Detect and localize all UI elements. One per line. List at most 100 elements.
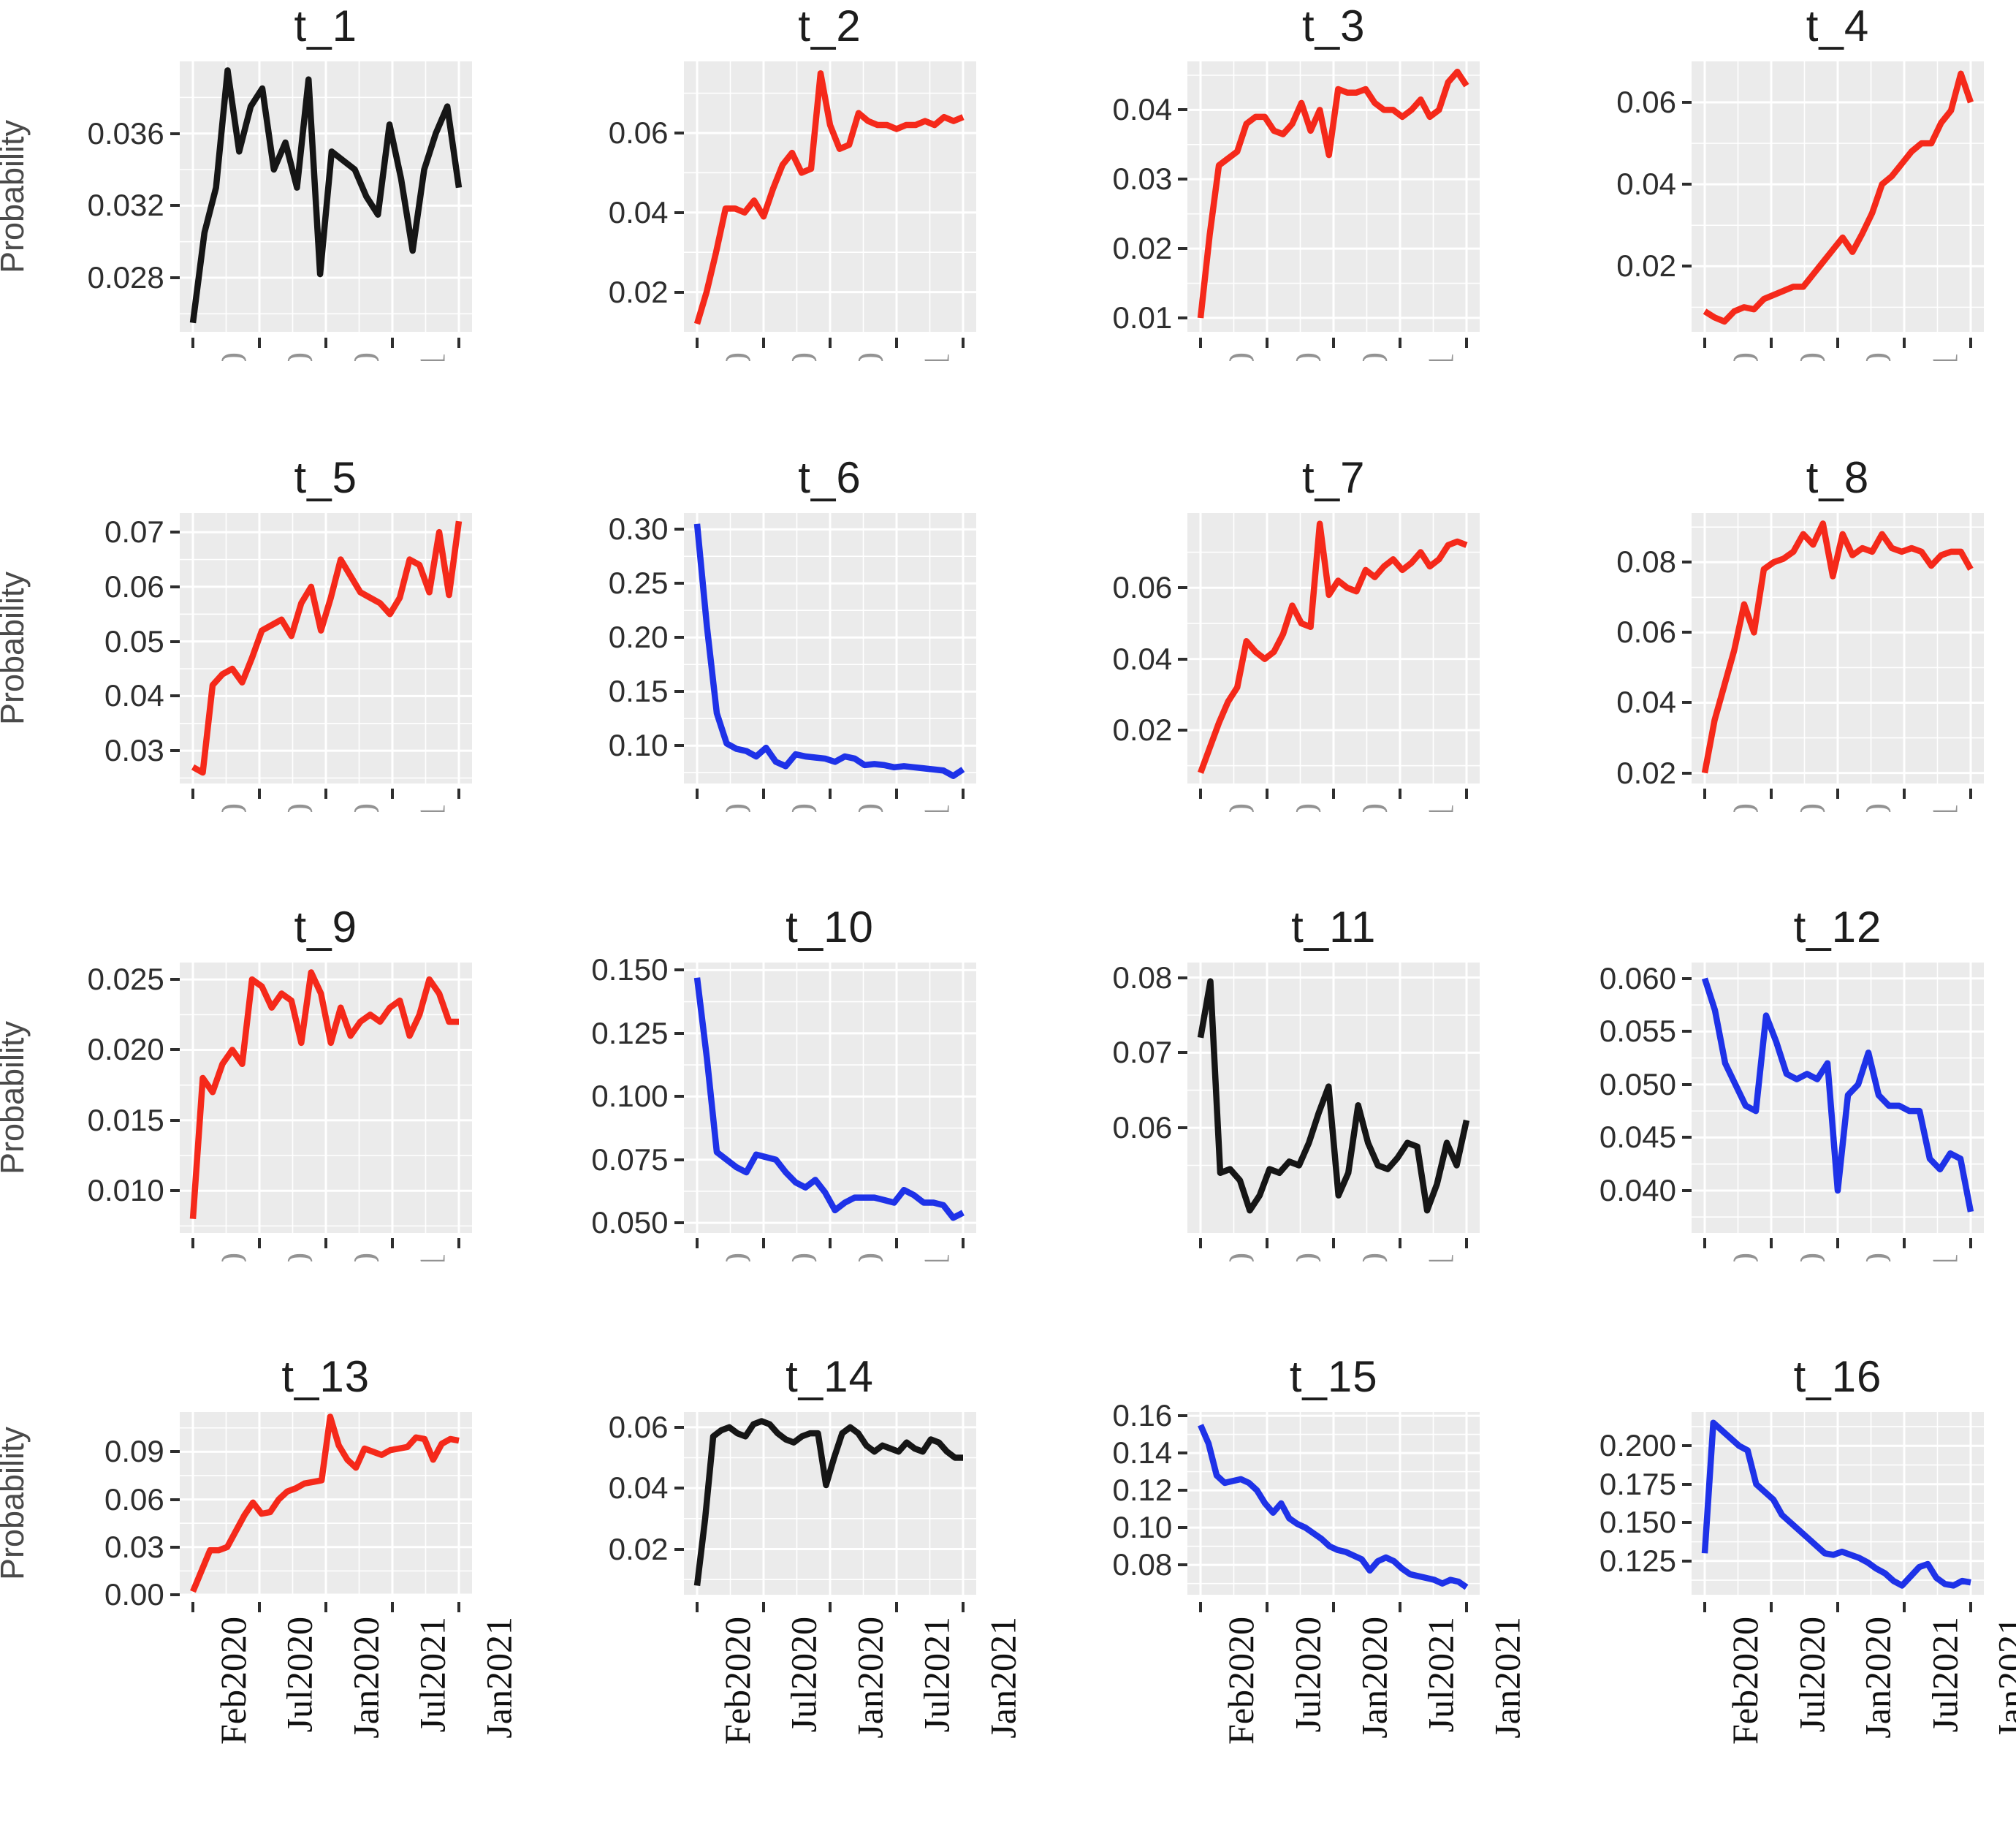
y-tick-mark xyxy=(674,1221,684,1225)
y-axis: 0.02 0.04 0.06 xyxy=(1008,513,1188,783)
x-tick-mark xyxy=(1836,788,1839,799)
chart-title: t_5 xyxy=(294,453,357,502)
y-tick-label: 0.010 xyxy=(87,1173,164,1208)
x-tick-mark xyxy=(1266,788,1269,799)
y-tick: 0.06 xyxy=(1113,570,1188,605)
y-axis: 0.040 0.045 0.050 0.055 0.060 xyxy=(1512,961,1692,1233)
y-tick: 0.04 xyxy=(104,678,180,713)
chart-panel-t_7: t_7 0.02 0.04 0.06 Feb2020 Jul2020 Jan2020 Ju… xyxy=(1008,365,1513,815)
y-tick: 0.075 xyxy=(591,1142,684,1177)
x-tick-mark xyxy=(1969,1237,1972,1248)
x-tick-label: Jul2021 xyxy=(916,1253,958,1261)
x-tick-label: Jan2020 xyxy=(1857,803,1899,812)
x-tick-mark xyxy=(1703,338,1706,348)
plot-area xyxy=(1692,1412,1984,1595)
y-tick-mark xyxy=(170,531,180,534)
x-tick-mark xyxy=(191,788,194,799)
x-tick-mark xyxy=(961,788,965,799)
y-tick: 0.08 xyxy=(1113,1547,1188,1582)
y-tick: 0.045 xyxy=(1600,1120,1692,1155)
y-tick: 0.020 xyxy=(88,1032,180,1067)
y-tick-label: 0.04 xyxy=(104,678,164,713)
x-tick-label: Jan2020 xyxy=(849,803,891,812)
chart-panel-t_16: t_16 0.125 0.150 0.175 0.200 Feb2020 Jul2020… xyxy=(1512,1264,2016,1833)
x-axis-ticks xyxy=(684,787,976,800)
line-plot xyxy=(684,963,976,1233)
x-axis-ticks xyxy=(684,1601,976,1614)
y-tick-mark xyxy=(1178,586,1188,590)
x-tick-mark xyxy=(1836,1602,1839,1612)
x-tick-mark xyxy=(695,338,699,348)
x-tick-mark xyxy=(1332,788,1336,799)
x-tick-mark xyxy=(894,338,898,348)
y-tick-mark xyxy=(1178,1126,1188,1130)
y-tick-label: 0.150 xyxy=(591,952,669,987)
y-tick-label: 0.20 xyxy=(608,620,669,655)
y-tick-label: 0.06 xyxy=(608,115,669,150)
plot-area xyxy=(1692,61,1984,332)
line-plot xyxy=(180,61,472,332)
chart-title: t_13 xyxy=(281,1352,370,1401)
chart-panel-t_12: t_12 0.040 0.045 0.050 0.055 0.060 Feb2020 Ju… xyxy=(1512,815,2016,1264)
x-tick-mark xyxy=(1836,1237,1839,1248)
y-axis-title: Probability xyxy=(0,1426,31,1581)
y-tick-mark xyxy=(1178,108,1188,112)
x-tick-mark xyxy=(1703,1602,1706,1612)
y-tick-label: 0.04 xyxy=(608,194,669,229)
y-tick-label: 0.055 xyxy=(1599,1014,1676,1049)
y-tick-mark xyxy=(1178,247,1188,251)
y-tick-mark xyxy=(170,276,180,279)
x-tick-mark xyxy=(257,1237,261,1248)
x-tick-label: Jul2021 xyxy=(916,803,958,812)
x-tick-mark xyxy=(1770,788,1773,799)
y-axis: 0.125 0.150 0.175 0.200 xyxy=(1512,1412,1692,1595)
y-tick-label: 0.015 xyxy=(87,1102,164,1137)
data-line-red xyxy=(697,73,963,324)
line-plot xyxy=(180,963,472,1233)
y-tick: 0.09 xyxy=(104,1434,180,1469)
x-tick-label: Feb2020 xyxy=(1724,803,1766,812)
x-tick-mark xyxy=(257,338,261,348)
y-tick-label: 0.04 xyxy=(1112,641,1173,676)
chart-title: t_10 xyxy=(786,903,874,952)
y-tick: 0.04 xyxy=(1616,685,1692,720)
x-tick-label: Jan2020 xyxy=(345,1253,387,1261)
x-axis-ticks xyxy=(684,1237,976,1250)
chart-title: t_1 xyxy=(294,1,357,50)
y-tick: 0.06 xyxy=(1616,615,1692,650)
y-tick: 0.15 xyxy=(609,674,684,709)
x-tick-label: Jul2021 xyxy=(1923,803,1966,812)
data-line-blue xyxy=(697,524,963,776)
x-tick-label: Jul2020 xyxy=(783,352,825,361)
plot-area xyxy=(683,513,976,783)
y-axis-title: Probability xyxy=(0,119,31,274)
x-tick-mark xyxy=(894,1602,898,1612)
x-tick-label: Jul2020 xyxy=(1791,1617,1832,1733)
x-axis-ticks xyxy=(1187,787,1480,800)
x-tick-label: Jan2020 xyxy=(1353,352,1395,361)
y-tick-label: 0.06 xyxy=(104,1481,164,1517)
y-tick-mark xyxy=(1178,178,1188,181)
x-tick-mark xyxy=(828,338,832,348)
data-line-blue xyxy=(1705,1423,1971,1586)
y-tick-label: 0.02 xyxy=(1616,248,1676,284)
x-tick-label: Jan2020 xyxy=(1353,1253,1395,1261)
x-tick-label: Jan2020 xyxy=(345,1617,387,1739)
plot-area xyxy=(1692,963,1984,1233)
y-tick-label: 0.25 xyxy=(608,566,669,601)
x-axis-ticks xyxy=(1692,1237,1984,1250)
y-tick-mark xyxy=(1682,1559,1692,1563)
y-tick-mark xyxy=(1178,1414,1188,1418)
data-line-red xyxy=(193,1417,459,1592)
x-tick-mark xyxy=(1465,338,1469,348)
y-tick: 0.200 xyxy=(1600,1428,1692,1463)
y-tick-label: 0.03 xyxy=(104,733,164,768)
data-line-red xyxy=(193,521,459,773)
